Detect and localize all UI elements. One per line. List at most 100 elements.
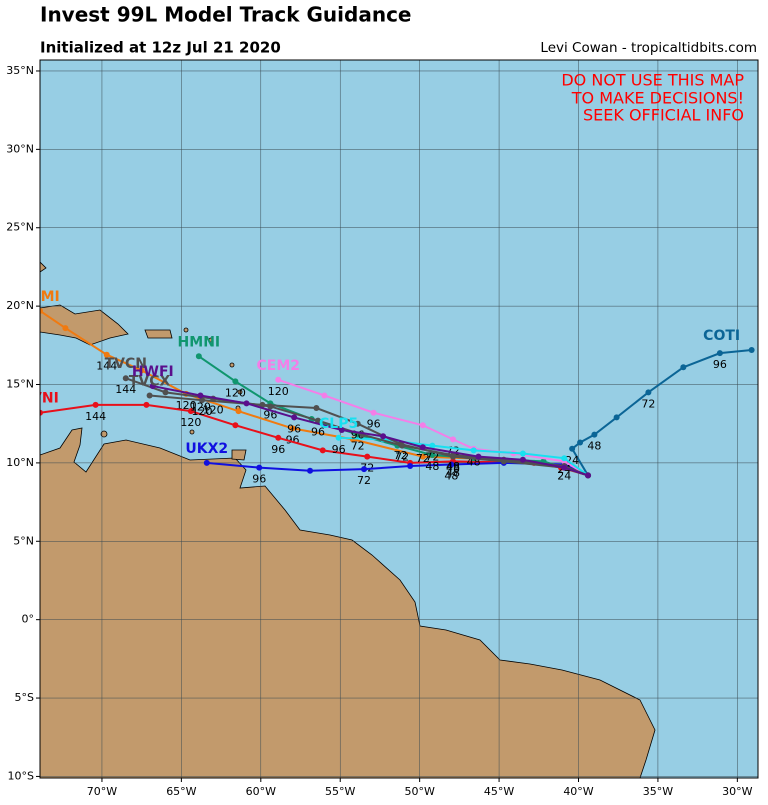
track-point	[561, 455, 568, 462]
track-point	[197, 392, 204, 399]
track-point	[146, 392, 153, 399]
island	[237, 389, 243, 395]
track-point	[149, 383, 156, 390]
model-name: COTI	[703, 328, 740, 344]
x-tick-label: 60°W	[246, 785, 276, 798]
track-point	[92, 401, 99, 408]
model-name: AEMI	[20, 289, 60, 305]
hour-label: 72	[351, 440, 365, 453]
track-point	[313, 405, 320, 412]
track-point	[235, 408, 242, 415]
hour-label: 96	[252, 473, 266, 486]
hour-label: 96	[271, 443, 285, 456]
hour-label: 72	[641, 397, 655, 410]
y-tick-label: 35°N	[6, 64, 34, 77]
track-point	[519, 450, 526, 457]
track-point	[361, 466, 368, 473]
track-point	[307, 467, 314, 474]
track-point	[450, 436, 457, 443]
track-point	[407, 463, 414, 470]
track-point	[748, 347, 755, 354]
x-tick-label: 35°W	[643, 785, 673, 798]
model-name: TVCN	[105, 356, 147, 372]
track-point	[199, 397, 206, 404]
x-tick-label: 55°W	[325, 785, 355, 798]
track-point	[338, 426, 345, 433]
track-point	[399, 442, 406, 449]
track-point	[243, 400, 250, 407]
model-name: CEM2	[257, 358, 301, 374]
grid	[40, 60, 758, 778]
track-point	[591, 431, 598, 438]
y-tick-label: 10°N	[6, 456, 34, 469]
hour-label: 96	[287, 422, 301, 435]
track-point	[561, 464, 568, 471]
model-name: TVCX	[129, 373, 171, 389]
hour-label: 48	[444, 469, 458, 482]
track-point	[680, 364, 687, 371]
warning: DO NOT USE THIS MAP	[561, 71, 744, 90]
x-tick-label: 45°W	[484, 785, 514, 798]
track-point	[138, 367, 145, 374]
y-tick-label: 25°N	[6, 221, 34, 234]
track-point	[429, 452, 436, 459]
track-point	[448, 461, 455, 468]
track-point	[203, 459, 210, 466]
hour-label: 96	[367, 418, 381, 431]
track-point	[122, 375, 129, 382]
track-point	[162, 389, 169, 396]
model-name: HMNI	[178, 334, 221, 350]
south-america	[40, 427, 656, 778]
track-point	[364, 453, 371, 460]
x-tick-label: 40°W	[563, 785, 593, 798]
track-point	[419, 444, 426, 451]
hour-label: 48	[446, 462, 460, 475]
warning: TO MAKE DECISIONS!	[571, 89, 744, 108]
credit: Levi Cowan - tropicaltidbits.com	[540, 40, 757, 56]
y-tick-label: 0°	[22, 613, 35, 626]
track-point	[289, 425, 296, 432]
track-point	[40, 307, 43, 314]
y-tick-label: 5°N	[13, 534, 34, 547]
hour-label: 48	[587, 440, 601, 453]
hour-label: 120	[268, 385, 289, 398]
track-point	[569, 445, 576, 452]
hour-label: 144	[96, 360, 117, 373]
hour-label: 48	[425, 460, 439, 473]
subtitle: Initialized at 12z Jul 21 2020	[40, 39, 281, 57]
track-point	[321, 392, 328, 399]
track-point	[577, 439, 584, 446]
hour-label: 24	[557, 469, 571, 482]
track-point	[645, 389, 652, 396]
y-tick-label: 30°N	[6, 142, 34, 155]
track-point	[419, 422, 426, 429]
island	[100, 430, 108, 438]
hour-label: 144	[115, 383, 136, 396]
track-point	[429, 442, 436, 449]
track-point	[585, 472, 592, 479]
puerto-rico	[144, 329, 173, 339]
hour-label: 120	[190, 400, 211, 413]
model-name: AVNI	[21, 391, 59, 407]
y-tick-label: 15°N	[6, 378, 34, 391]
track-point	[275, 376, 282, 383]
track-point	[275, 434, 282, 441]
tracks: 2448729696120144487296120144244872964872…	[20, 289, 755, 487]
track-point	[40, 409, 43, 416]
hour-label: 120	[225, 386, 246, 399]
hour-label: 72	[416, 452, 430, 465]
cuba	[40, 261, 47, 273]
track-point	[475, 453, 482, 460]
hour-label: 72	[395, 451, 409, 464]
hour-label: 72	[394, 449, 408, 462]
hour-label: 48	[446, 466, 460, 479]
title: Invest 99L Model Track Guidance	[40, 3, 412, 27]
track-point	[370, 409, 377, 416]
model-name: CLP5	[319, 416, 358, 432]
island	[229, 362, 235, 368]
track-point	[232, 378, 239, 385]
track-point	[143, 401, 150, 408]
trinidad	[231, 449, 247, 461]
track-point	[335, 434, 342, 441]
track-point	[256, 464, 263, 471]
